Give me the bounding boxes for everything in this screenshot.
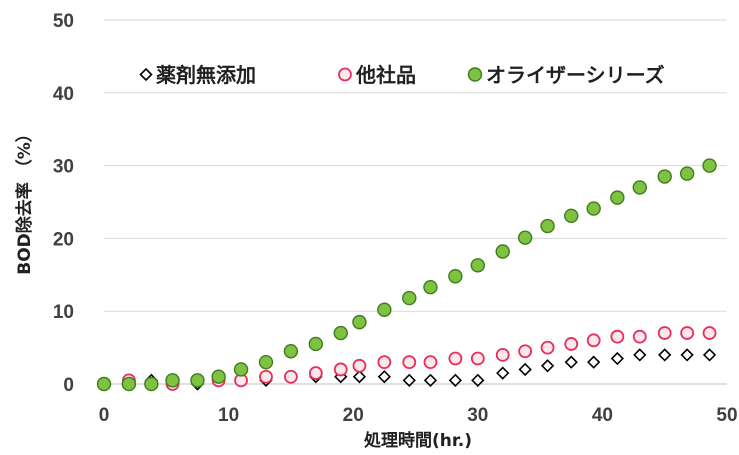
data-point: [679, 166, 695, 181]
data-point: [258, 354, 274, 370]
data-point: [586, 333, 601, 348]
data-point: [470, 351, 485, 366]
y-tick-label: 30: [53, 157, 74, 178]
data-point: [259, 369, 273, 384]
x-tick-label: 0: [99, 405, 110, 426]
legend-label-oryzer-series: オライザーシリーズ: [486, 63, 665, 87]
legend-label-competitor: 他社品: [355, 63, 416, 87]
y-tick-label: 10: [53, 302, 74, 323]
data-point: [448, 269, 463, 284]
data-point: [448, 373, 463, 387]
y-tick-label: 40: [53, 84, 74, 105]
legend-item-competitor: 他社品: [338, 63, 416, 87]
data-point: [632, 329, 647, 344]
data-point: [518, 344, 533, 359]
data-point: [333, 325, 348, 341]
data-point: [190, 373, 205, 388]
data-point: [352, 358, 367, 373]
data-point: [471, 373, 485, 387]
data-point: [308, 366, 323, 380]
data-points: [96, 158, 717, 392]
data-point: [165, 373, 180, 388]
legend-item-no-additive: 薬剤無添加: [139, 63, 256, 87]
data-point: [540, 359, 555, 373]
data-point: [308, 336, 324, 352]
legend-marker-open-circle-icon: [338, 67, 352, 82]
y-tick-label: 0: [63, 375, 74, 396]
data-point: [610, 190, 625, 205]
data-point: [586, 201, 601, 216]
data-point: [470, 258, 485, 273]
data-point: [377, 370, 391, 384]
data-point: [377, 355, 392, 370]
data-point: [540, 218, 555, 234]
data-point: [495, 347, 510, 362]
x-tick-label: 50: [716, 405, 737, 426]
data-point: [423, 355, 438, 370]
legend-label-no-additive: 薬剤無添加: [156, 63, 256, 87]
y-axis-tick-labels: 0 10 20 30 40 50: [53, 11, 74, 396]
data-point: [680, 348, 694, 362]
x-tick-label: 10: [218, 405, 239, 426]
data-point: [283, 369, 298, 384]
data-point: [402, 290, 417, 306]
data-point: [448, 351, 463, 366]
data-point: [657, 169, 672, 184]
series-2-points: [96, 158, 717, 392]
data-point: [540, 340, 555, 355]
data-point: [333, 362, 348, 377]
x-tick-label: 20: [343, 405, 364, 426]
x-axis-title: 処理時間(hr.): [363, 430, 472, 451]
legend-marker-diamond-icon: [139, 67, 153, 82]
data-point: [632, 180, 647, 195]
data-point: [144, 376, 159, 392]
data-point: [564, 337, 579, 351]
y-tick-label: 20: [53, 229, 74, 250]
horizontal-gridlines: [104, 19, 727, 312]
data-point: [121, 376, 137, 392]
data-point: [610, 329, 625, 344]
data-point: [377, 302, 392, 317]
legend-item-oryzer-series: オライザーシリーズ: [467, 63, 665, 87]
data-point: [702, 326, 717, 340]
data-point: [633, 348, 647, 362]
data-point: [423, 373, 438, 387]
data-point: [658, 348, 672, 362]
data-point: [211, 369, 226, 384]
data-point: [402, 355, 417, 370]
x-tick-label: 40: [592, 405, 613, 426]
x-tick-label: 30: [467, 405, 488, 426]
data-point: [352, 314, 367, 330]
legend: 薬剤無添加 他社品 オライザーシリーズ: [139, 63, 665, 87]
data-point: [587, 355, 601, 369]
data-point: [518, 362, 532, 377]
legend-marker-filled-circle-icon: [467, 67, 483, 82]
data-point: [610, 351, 624, 366]
data-point: [564, 355, 578, 369]
data-point: [564, 208, 579, 224]
data-point: [495, 244, 510, 259]
data-point: [352, 370, 367, 384]
data-point: [423, 279, 438, 295]
data-point: [517, 230, 533, 245]
y-axis-title: BOD除去率 （%）: [14, 125, 35, 274]
data-point: [96, 376, 112, 392]
data-point: [496, 366, 510, 380]
data-point: [283, 344, 299, 359]
data-point: [233, 362, 249, 377]
data-point: [402, 373, 416, 387]
data-point: [657, 326, 672, 340]
y-tick-label: 50: [53, 11, 74, 32]
data-point: [702, 348, 717, 362]
x-axis-tick-labels: 0 10 20 30 40 50: [99, 405, 738, 426]
data-point: [702, 158, 717, 173]
series-1-points: [97, 326, 717, 391]
data-point: [680, 326, 695, 340]
